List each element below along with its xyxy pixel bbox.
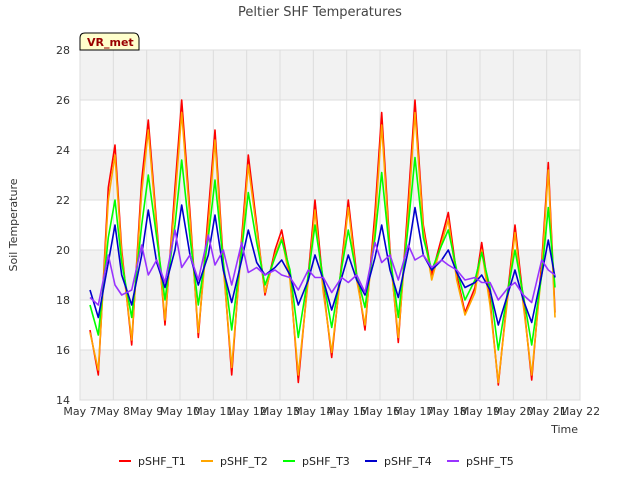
series-line-pSHF_T4: [89, 204, 556, 326]
plot-background: [80, 50, 580, 400]
legend-item-pSHF_T4: pSHF_T4: [365, 455, 432, 468]
legend-item-pSHF_T2: pSHF_T2: [201, 455, 268, 468]
chart-title: Peltier SHF Temperatures: [238, 5, 402, 20]
x-tick-label: May 15: [327, 405, 367, 418]
x-tick-label: May 17: [393, 405, 433, 418]
x-tick-label: May 10: [160, 405, 200, 418]
series-lines: [89, 99, 556, 386]
x-tick-label: May 20: [493, 405, 533, 418]
y-tick-label: 14: [56, 394, 70, 407]
x-tick-label: May 11: [193, 405, 233, 418]
x-tick-label: May 14: [293, 405, 333, 418]
y-axis-ticks: 14 16 18 20 22 24 26 28: [56, 44, 70, 407]
station-badge: VR_met: [79, 32, 140, 51]
y-tick-label: 20: [56, 244, 70, 257]
y-tick-label: 28: [56, 44, 70, 57]
legend-label: pSHF_T3: [302, 455, 350, 468]
legend-item-pSHF_T3: pSHF_T3: [283, 455, 350, 468]
x-tick-label: May 19: [460, 405, 500, 418]
x-tick-label: May 16: [360, 405, 400, 418]
x-tick-label: May 9: [130, 405, 163, 418]
grid-band: [80, 150, 580, 200]
y-tick-label: 18: [56, 294, 70, 307]
legend-label: pSHF_T1: [138, 455, 186, 468]
y-tick-label: 24: [56, 144, 70, 157]
legend-item-pSHF_T5: pSHF_T5: [447, 455, 514, 468]
x-tick-label: May 8: [97, 405, 130, 418]
x-tick-label: May 13: [260, 405, 300, 418]
x-axis-label: Time: [550, 423, 578, 436]
grid-band: [80, 50, 580, 100]
station-badge-label: VR_met: [87, 36, 134, 49]
y-axis-label: Soil Temperature: [7, 178, 20, 271]
y-tick-label: 16: [56, 344, 70, 357]
series-line-pSHF_T5: [89, 229, 556, 306]
y-tick-label: 22: [56, 194, 70, 207]
legend-label: pSHF_T2: [220, 455, 268, 468]
legend-label: pSHF_T4: [384, 455, 432, 468]
grid-band: [80, 350, 580, 400]
x-tick-label: May 18: [427, 405, 467, 418]
x-tick-label: May 7: [63, 405, 96, 418]
x-tick-label: May 22: [560, 405, 600, 418]
x-tick-label: May 12: [227, 405, 267, 418]
legend-item-pSHF_T1: pSHF_T1: [119, 455, 186, 468]
legend-label: pSHF_T5: [466, 455, 514, 468]
x-tick-label: May 21: [527, 405, 567, 418]
legend: pSHF_T1 pSHF_T2 pSHF_T3 pSHF_T4 pSHF_T5: [119, 455, 514, 468]
y-tick-label: 26: [56, 94, 70, 107]
